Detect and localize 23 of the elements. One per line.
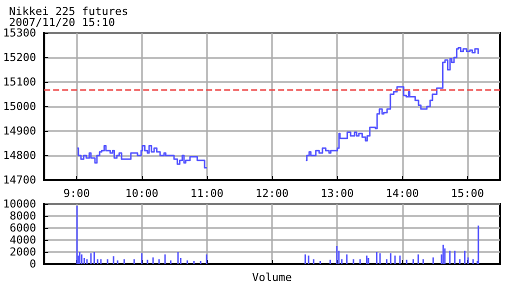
x-axis-title: Volume [252, 271, 292, 284]
y-tick-label: 8000 [10, 210, 36, 222]
y-tick-label: 14900 [2, 124, 36, 138]
chart-subtitle: 2007/11/20 15:10 [9, 16, 115, 29]
y-tick-label: 0 [29, 258, 36, 270]
y-tick-label: 10000 [2, 198, 36, 210]
y-tick-label: 15100 [2, 76, 36, 88]
x-tick-label: 13:00 [320, 187, 354, 200]
y-tick-label: 14700 [2, 174, 36, 186]
x-tick-label: 11:00 [190, 187, 224, 200]
x-tick-label: 12:00 [255, 187, 289, 200]
y-tick-label: 15300 [2, 26, 36, 40]
x-tick-label: 9:00 [63, 187, 90, 200]
x-tick-label: 10:00 [125, 187, 158, 200]
x-tick-label: 15:00 [450, 187, 484, 200]
x-tick-label: 14:00 [386, 187, 419, 200]
y-tick-label: 15000 [2, 100, 36, 113]
y-tick-label: 2000 [10, 246, 36, 258]
y-tick-label: 15200 [2, 51, 36, 64]
y-tick-label: 6000 [10, 222, 36, 234]
chart-title: Nikkei 225 futures [9, 5, 128, 18]
y-tick-label: 14800 [2, 149, 36, 162]
y-tick-label: 4000 [10, 234, 36, 246]
